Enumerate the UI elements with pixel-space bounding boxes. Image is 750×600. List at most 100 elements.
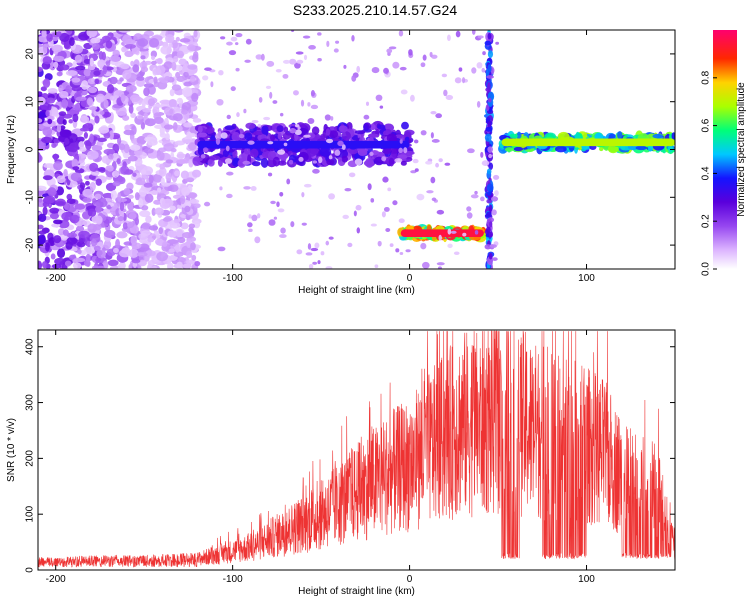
heatmap-noise-cell bbox=[203, 201, 211, 207]
heatmap-noise-cell bbox=[157, 187, 162, 193]
heatmap-noise-cell bbox=[399, 251, 404, 256]
heatmap-noise-cell bbox=[38, 112, 48, 118]
heatmap-noise-cell bbox=[447, 228, 452, 235]
heatmap-noise-cell bbox=[65, 70, 78, 77]
heatmap-noise-cell bbox=[276, 201, 280, 208]
heatmap-noise-cell bbox=[187, 64, 198, 70]
heatmap-noise-cell bbox=[297, 126, 301, 130]
heatmap-vertical-cell bbox=[487, 81, 491, 92]
heatmap-noise-cell bbox=[394, 158, 403, 163]
heatmap-noise-cell bbox=[431, 197, 437, 202]
heatmap-noise-cell bbox=[386, 48, 393, 54]
heatmap-noise-cell bbox=[429, 51, 433, 58]
heatmap-noise-cell bbox=[95, 93, 105, 103]
heatmap-noise-cell bbox=[374, 264, 379, 269]
heatmap-noise-cell bbox=[489, 244, 497, 249]
heatmap-vertical-cell bbox=[487, 97, 492, 103]
heatmap-band-cell bbox=[276, 125, 284, 133]
heatmap-band-cell bbox=[397, 154, 408, 159]
heatmap-noise-cell bbox=[173, 30, 184, 33]
heatmap-noise-cell bbox=[44, 195, 56, 204]
heatmap-noise-cell bbox=[317, 156, 323, 164]
heatmap-noise-cell bbox=[282, 73, 289, 79]
x-tick-label: 0 bbox=[407, 273, 413, 284]
heatmap-noise-cell bbox=[123, 129, 134, 136]
heatmap-noise-cell bbox=[86, 240, 91, 247]
heatmap-noise-cell bbox=[175, 159, 188, 164]
heatmap-noise-cell bbox=[94, 78, 100, 84]
heatmap-noise-cell bbox=[134, 192, 140, 201]
heatmap-noise-cell bbox=[138, 198, 144, 208]
heatmap-noise-cell bbox=[152, 173, 163, 183]
heatmap-band-cell bbox=[377, 124, 386, 130]
heatmap-noise-cell bbox=[76, 136, 85, 143]
heatmap-noise-cell bbox=[143, 112, 149, 119]
heatmap-noise-cell bbox=[328, 155, 333, 160]
heatmap-band-cell bbox=[341, 155, 348, 163]
heatmap-band-cell bbox=[244, 132, 253, 141]
heatmap-band-cell bbox=[250, 148, 259, 158]
heatmap-noise-cell bbox=[53, 219, 63, 225]
heatmap-noise-cell bbox=[98, 126, 110, 134]
heatmap-noise-cell bbox=[143, 182, 153, 188]
heatmap-noise-cell bbox=[163, 124, 174, 130]
heatmap-noise-cell bbox=[151, 60, 157, 65]
heatmap-noise-cell bbox=[395, 248, 400, 253]
heatmap-noise-cell bbox=[370, 223, 377, 227]
heatmap-noise-cell bbox=[470, 194, 479, 199]
heatmap-noise-cell bbox=[307, 243, 312, 250]
line-area bbox=[38, 330, 675, 568]
heatmap-band-cell bbox=[671, 132, 675, 140]
heatmap-noise-cell bbox=[68, 142, 79, 153]
heatmap-noise-cell bbox=[177, 237, 186, 244]
heatmap-band-cell bbox=[272, 156, 281, 167]
heatmap-noise-cell bbox=[269, 91, 273, 99]
heatmap-noise-cell bbox=[176, 153, 188, 158]
heatmap-noise-cell bbox=[58, 84, 64, 94]
heatmap-noise-cell bbox=[42, 78, 51, 88]
heatmap-noise-cell bbox=[76, 241, 86, 248]
heatmap-noise-cell bbox=[178, 58, 187, 66]
heatmap-noise-cell bbox=[169, 205, 176, 211]
heatmap-noise-cell bbox=[105, 40, 113, 49]
heatmap-noise-cell bbox=[38, 224, 44, 230]
heatmap-noise-cell bbox=[165, 159, 174, 164]
heatmap-noise-cell bbox=[410, 94, 415, 102]
heatmap-noise-cell bbox=[65, 85, 73, 94]
heatmap-noise-cell bbox=[72, 113, 79, 123]
heatmap-noise-cell bbox=[288, 159, 294, 165]
heatmap-noise-cell bbox=[160, 45, 172, 55]
heatmap-noise-cell bbox=[38, 185, 47, 191]
heatmap-noise-cell bbox=[307, 118, 315, 124]
heatmap-noise-cell bbox=[147, 98, 156, 107]
heatmap-band-cell bbox=[319, 146, 332, 157]
heatmap-noise-cell bbox=[59, 32, 70, 43]
heatmap-noise-cell bbox=[74, 203, 86, 210]
heatmap-noise-cell bbox=[128, 194, 134, 199]
heatmap-noise-cell bbox=[93, 223, 102, 231]
heatmap-noise-cell bbox=[438, 234, 442, 241]
heatmap-noise-cell bbox=[145, 250, 156, 257]
heatmap-noise-cell bbox=[106, 165, 114, 172]
heatmap-vertical-cell bbox=[484, 213, 491, 218]
heatmap-noise-cell bbox=[325, 240, 330, 246]
heatmap-noise-cell bbox=[128, 248, 139, 258]
heatmap-noise-cell bbox=[189, 199, 200, 204]
heatmap-noise-cell bbox=[176, 97, 183, 104]
heatmap-noise-cell bbox=[143, 83, 154, 88]
heatmap-noise-cell bbox=[312, 160, 318, 164]
heatmap-noise-cell bbox=[148, 174, 154, 184]
heatmap-noise-cell bbox=[167, 230, 178, 238]
x-axis-label: Height of straight line (km) bbox=[298, 285, 415, 296]
heatmap-noise-cell bbox=[325, 266, 333, 269]
heatmap-noise-cell bbox=[272, 100, 278, 104]
heatmap-noise-cell bbox=[117, 111, 127, 116]
heatmap-noise-cell bbox=[53, 235, 62, 244]
heatmap-noise-cell bbox=[173, 55, 179, 63]
heatmap-noise-cell bbox=[135, 180, 147, 186]
heatmap-noise-cell bbox=[310, 90, 315, 97]
heatmap-noise-cell bbox=[317, 32, 322, 36]
heatmap-noise-cell bbox=[119, 77, 124, 82]
heatmap-noise-cell bbox=[286, 178, 291, 185]
heatmap-noise-cell bbox=[86, 30, 98, 38]
